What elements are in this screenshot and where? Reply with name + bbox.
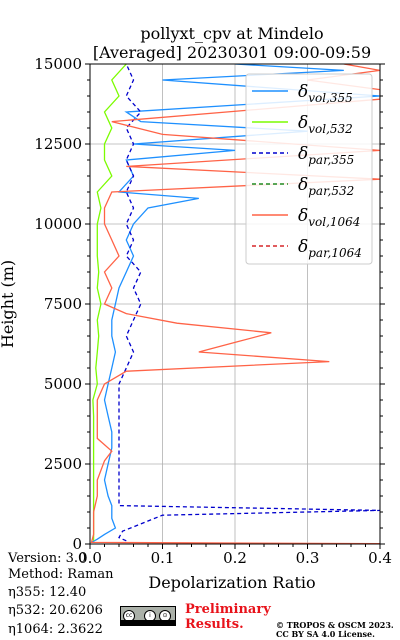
legend-label: δvol,532 (298, 113, 353, 136)
copyright-line2: CC BY SA 4.0 License. (276, 629, 375, 639)
preliminary-line1: Preliminary (185, 602, 271, 617)
legend-label: δpar,1064 (298, 237, 362, 260)
y-tick-label: 2500 (44, 455, 82, 473)
x-axis-label: Depolarization Ratio (148, 573, 315, 592)
series-line (90, 64, 380, 544)
series-line (118, 64, 380, 542)
x-tick-label: 0.4 (368, 549, 392, 567)
preliminary-line2: Results. (185, 617, 244, 632)
legend-label: δpar,355 (298, 144, 354, 167)
y-tick-label: 12500 (34, 135, 82, 153)
cc-license-icon: cc i ⊙ (120, 606, 176, 626)
chart-title: pollyxt_cpv at Mindelo (140, 24, 324, 43)
series-line (92, 64, 127, 541)
y-tick-label: 5000 (44, 375, 82, 393)
legend: δvol,355 δvol,532 δpar,355 δpar,532 δvol,106… (245, 73, 373, 265)
copyright-line1: © TROPOS & OSCM 2023. (276, 620, 394, 630)
eta355-text: η355: 12.40 (8, 585, 87, 600)
legend-label: δvol,355 (298, 82, 353, 105)
chart-subtitle: [Averaged] 20230301 09:00-09:59 (92, 43, 372, 62)
y-tick-label: 7500 (44, 295, 82, 313)
axis-ticks: 0.0 0.1 0.2 0.3 0.4 0 2500 5000 7500 10000 12500 15… (34, 55, 392, 567)
y-tick-label: 10000 (34, 215, 82, 233)
y-tick-label: 15000 (34, 55, 82, 73)
eta532-text: η532: 20.6206 (8, 603, 103, 618)
x-tick-label: 0.3 (296, 549, 320, 567)
version-text: Version: 3.0 (8, 551, 87, 566)
legend-label: δpar,532 (298, 175, 354, 198)
x-tick-label: 0.0 (78, 549, 102, 567)
x-tick-label: 0.1 (151, 549, 175, 567)
y-axis-label: Height (m) (0, 260, 17, 348)
eta1064-text: η1064: 2.3622 (8, 622, 103, 637)
x-tick-label: 0.2 (223, 549, 247, 567)
cc-badge-bar (121, 620, 175, 625)
sa-icon: ⊙ (159, 610, 171, 622)
legend-label: δvol,1064 (298, 206, 360, 229)
y-tick-label: 0 (72, 535, 82, 553)
method-text: Method: Raman (8, 567, 114, 582)
